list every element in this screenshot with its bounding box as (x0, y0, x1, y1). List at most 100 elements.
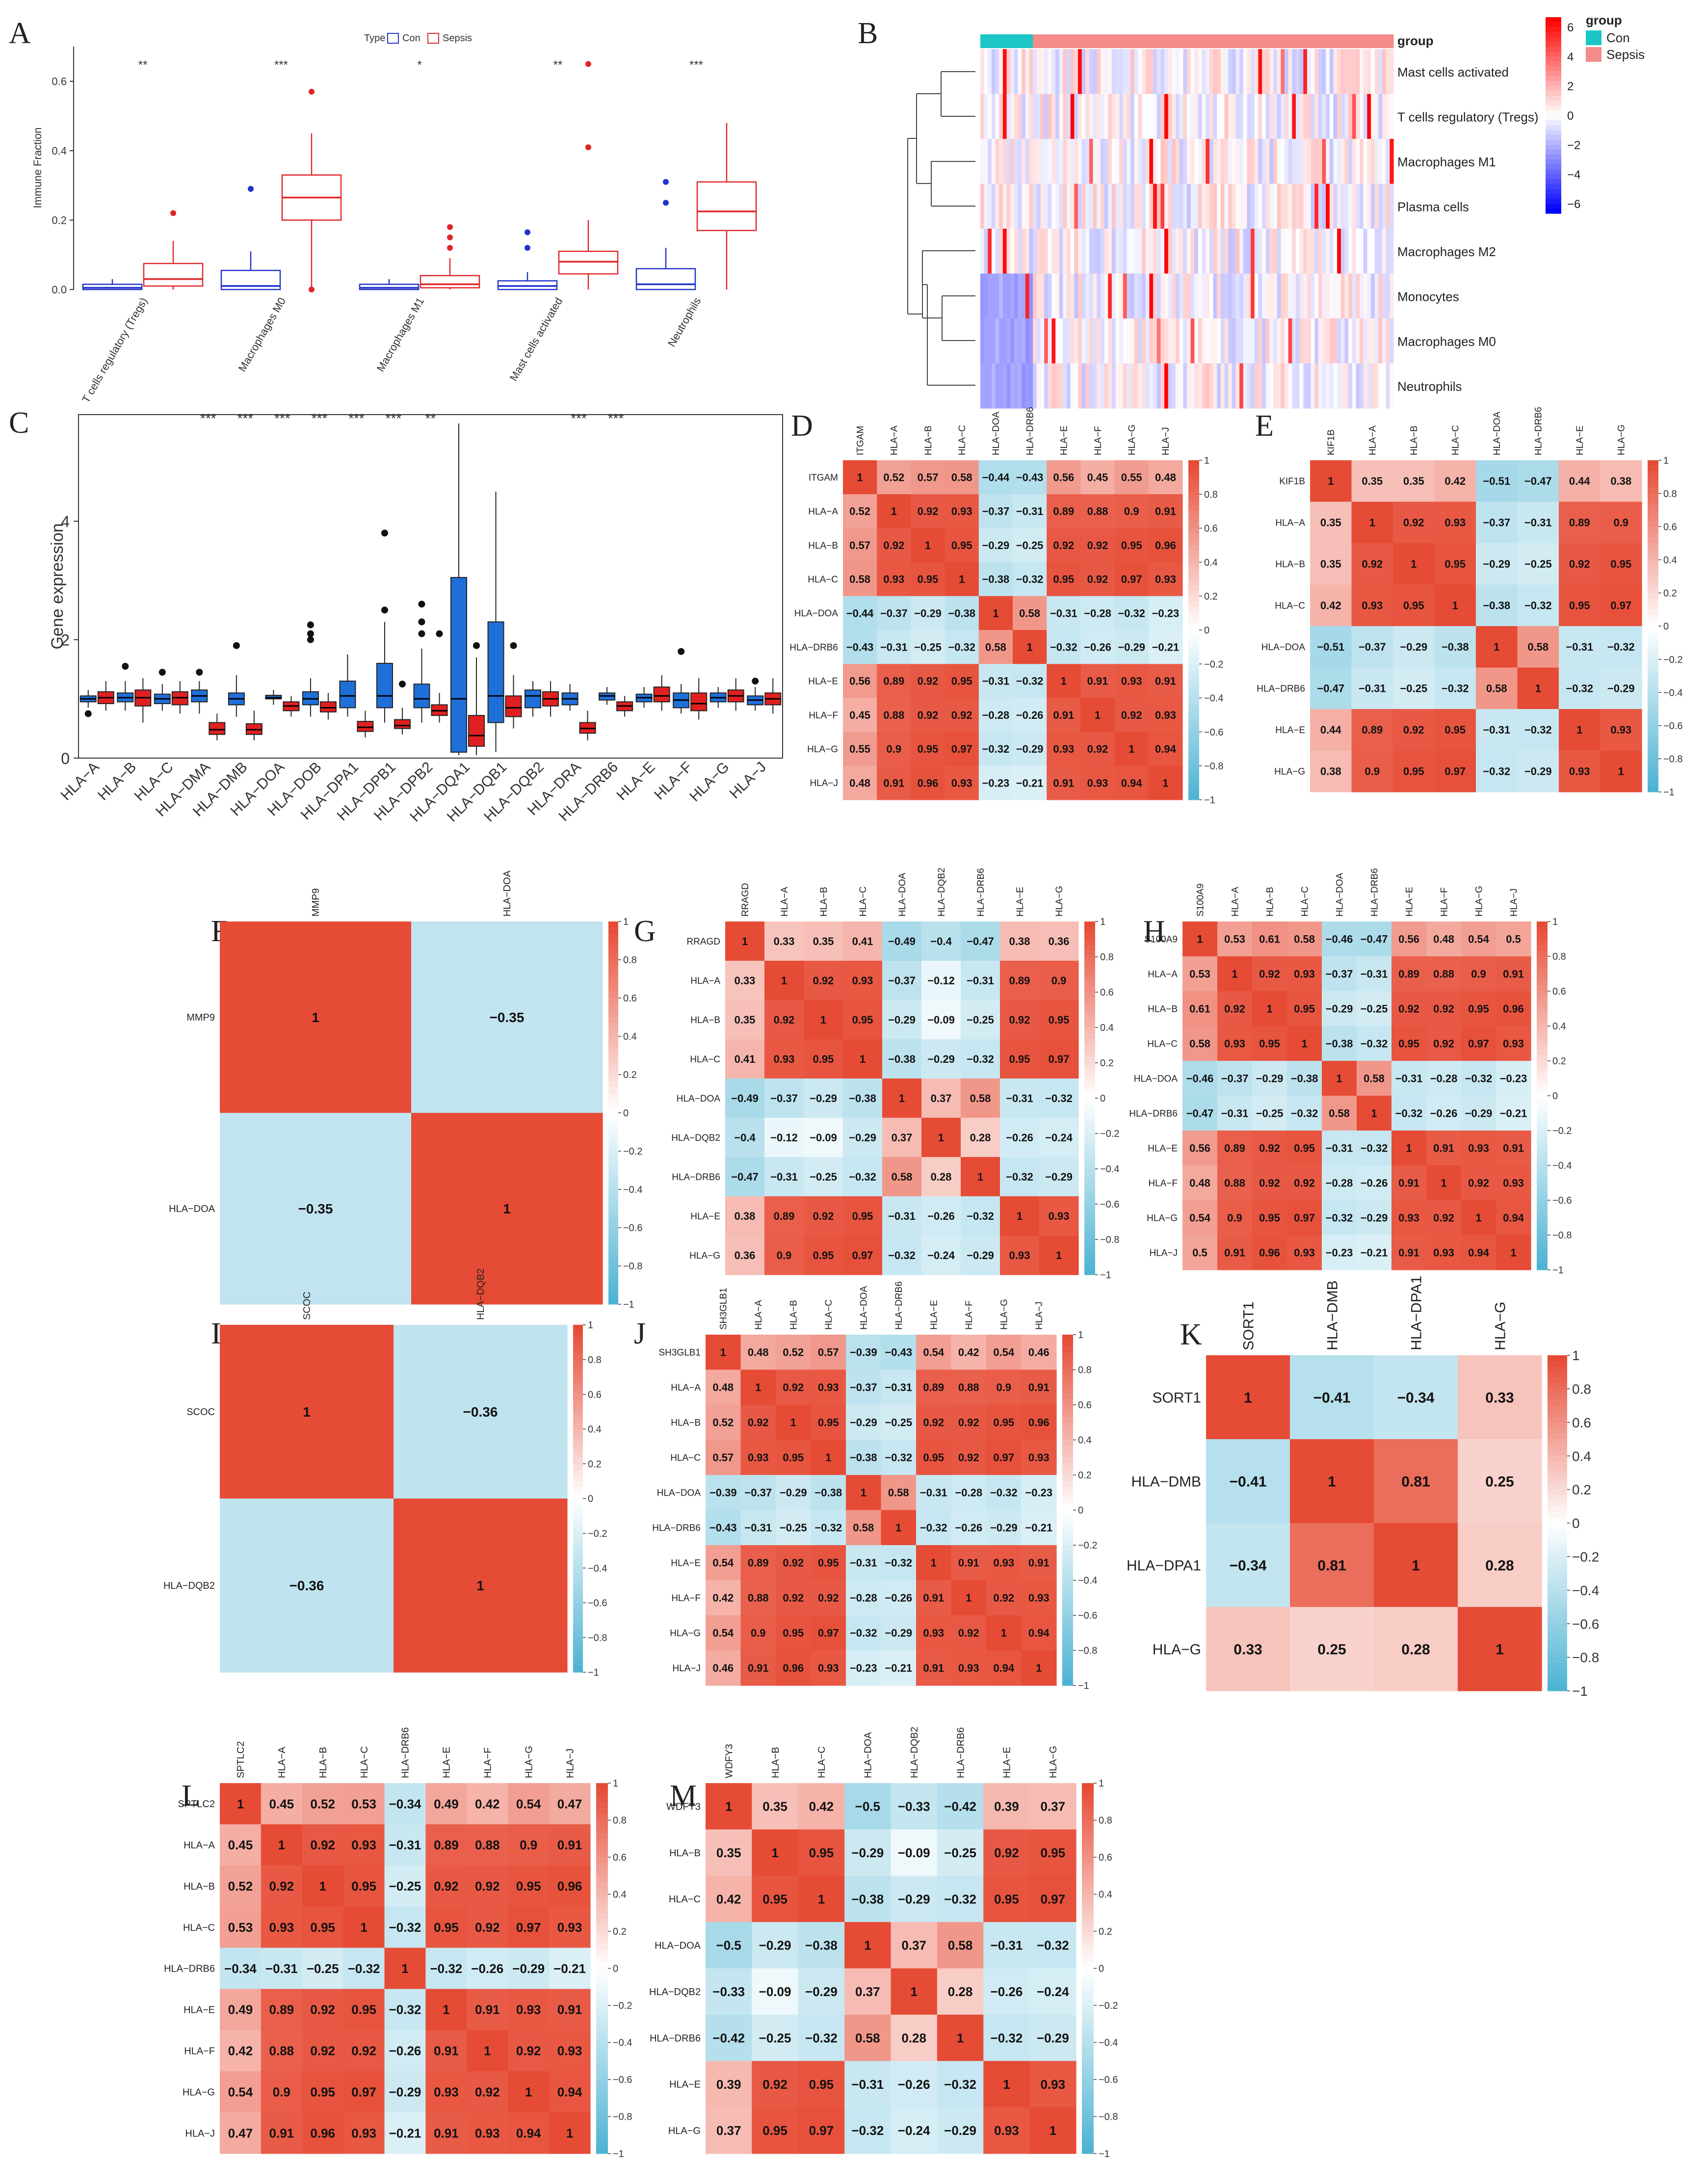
corr-value-m: −0.38 (851, 1892, 884, 1906)
corr-value-l: 0.53 (228, 1920, 253, 1935)
corr-colorbar-cell-d (1188, 613, 1199, 619)
corr-cell-j (776, 1510, 812, 1546)
corr-value-g: −0.32 (849, 1171, 876, 1183)
outlier-c-con (678, 648, 685, 655)
heatmap-cell (1348, 139, 1353, 184)
corr-value-m: 1 (864, 1938, 871, 1953)
heatmap-cell (1022, 363, 1026, 409)
corr-value-m: −0.26 (991, 1984, 1023, 1999)
corr-cell-g (843, 1039, 883, 1079)
corr-colorbar-cell-h (1537, 1188, 1548, 1195)
heatmap-cell (999, 363, 1003, 409)
heatmap-cell (1036, 273, 1041, 319)
corr-value-g: −0.29 (927, 1053, 955, 1065)
corr-cell-j (846, 1545, 882, 1581)
corr-cell-j (740, 1580, 776, 1616)
corr-cell-e (1310, 584, 1352, 627)
corr-value-j: −0.29 (850, 1417, 877, 1429)
heatmap-cell (1254, 363, 1259, 409)
corr-value-d: 1 (891, 505, 897, 518)
corr-colorbar-cell-j (1062, 1463, 1073, 1470)
heatmap-cell (1130, 94, 1135, 139)
corr-cell-g (882, 1236, 922, 1275)
box-c-con (413, 684, 430, 709)
outlier-sepsis (309, 287, 315, 292)
corr-value-g: −0.38 (888, 1053, 916, 1065)
corr-value-l: −0.21 (553, 1961, 586, 1976)
corr-colorbar-cell-g (1084, 1063, 1095, 1069)
group-bar-cell (1228, 34, 1233, 48)
box-sepsis (420, 275, 480, 289)
group-legend-con: Con (1606, 30, 1630, 45)
corr-value-g: 1 (977, 1171, 983, 1183)
heatmap-cell (1093, 94, 1097, 139)
heatmap-cell (1363, 184, 1368, 229)
heatmap-cell (991, 49, 996, 95)
panel-l: L 1 0.45 0.52 0.53 −0.34 0.49 0.42 0.54 0.470.45 1… (164, 1727, 632, 2159)
heatmap-cell (1115, 49, 1120, 95)
corr-cell-h (1182, 956, 1218, 992)
heatmap-cell (1239, 139, 1244, 184)
corr-colorbar-cell-m (1082, 1857, 1094, 1864)
corr-colorbar-cell-d (1188, 749, 1199, 755)
corr-cell-j (846, 1510, 882, 1546)
corr-cell-e (1434, 626, 1476, 668)
heatmap-cell (1386, 139, 1390, 184)
corr-colorbar-cell-i (573, 1481, 583, 1487)
corr-colorbar-label-i: 0 (588, 1494, 593, 1504)
outlier-c-con (307, 630, 314, 637)
heatmap-cell (1281, 94, 1285, 139)
heatmap-row-label: Monocytes (1397, 289, 1459, 304)
corr-value-l: 0.91 (434, 2044, 459, 2058)
corr-cell-h (1426, 1061, 1462, 1096)
heatmap-cell (1100, 229, 1105, 274)
corr-colorbar-cell-g (1084, 1239, 1095, 1246)
corr-colorbar-cell-g (1084, 963, 1095, 969)
corr-colorbar-cell-m (1082, 2030, 1094, 2037)
heatmap-cell (1074, 318, 1078, 364)
corr-colorbar-cell-l (596, 1826, 608, 1833)
corr-cell-h (1357, 1200, 1392, 1236)
corr-colorbar-cell-i (573, 1499, 583, 1505)
corr-cell-h (1287, 991, 1322, 1026)
heatmap-cell (1206, 363, 1210, 409)
outlier-c-con (752, 678, 759, 685)
corr-col-label-j: SH3GLB1 (719, 1288, 729, 1330)
corr-colorbar-cell-l (596, 2123, 608, 2130)
corr-value-e: 0.93 (1362, 600, 1383, 612)
corr-cell-l (425, 2112, 467, 2154)
corr-colorbar-cell-l (596, 2067, 608, 2074)
corr-cell-g (1000, 1000, 1040, 1040)
corr-value-m: 1 (818, 1892, 825, 1906)
corr-value-l: 0.88 (269, 2044, 294, 2058)
corr-cell-m (706, 1783, 752, 1830)
corr-colorbar-cell-h (1537, 968, 1548, 974)
corr-cell-m (844, 1968, 892, 2015)
corr-cell-j (811, 1580, 846, 1616)
group-bar-cell (1265, 34, 1270, 48)
heatmap-cell (1190, 273, 1195, 319)
corr-colorbar-cell-m (1082, 1789, 1094, 1796)
group-bar-cell (1390, 34, 1394, 48)
heatmap-cell (1228, 363, 1233, 409)
outlier-sepsis (585, 61, 591, 67)
corr-cell-d (1114, 528, 1149, 563)
group-bar-cell (1356, 34, 1360, 48)
corr-colorbar-cell-d (1188, 568, 1199, 574)
group-bar-cell (1239, 34, 1244, 48)
heatmap-cell (1127, 318, 1131, 364)
corr-cell-m (706, 1829, 752, 1876)
corr-cell-g (1039, 1000, 1079, 1040)
heatmap-cell (1006, 139, 1011, 184)
corr-colorbar-cell-j (1062, 1621, 1073, 1628)
heatmap-cell (1206, 49, 1210, 95)
corr-cell-e (1559, 709, 1601, 751)
corr-value-l: 0.9 (273, 2085, 290, 2100)
corr-colorbar-cell-j (1062, 1486, 1073, 1493)
heatmap-cell (1018, 139, 1022, 184)
corr-value-l: 0.95 (351, 1879, 376, 1894)
corr-value-h: −0.28 (1326, 1177, 1353, 1189)
heatmap-cell (1344, 318, 1349, 364)
corr-colorbar-cell-d (1188, 630, 1199, 636)
